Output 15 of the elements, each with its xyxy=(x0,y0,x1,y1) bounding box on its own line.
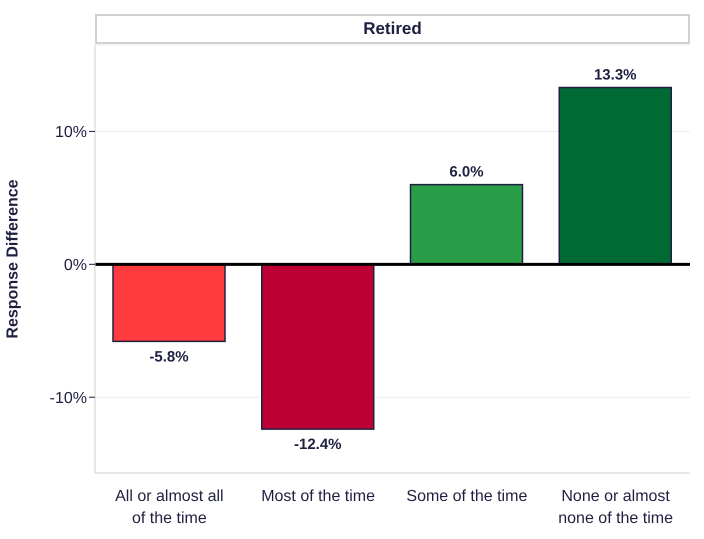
chart-title: Retired xyxy=(95,14,690,44)
y-tick-label: 10% xyxy=(54,124,87,142)
x-tick-label: Most of the time xyxy=(261,488,376,505)
x-tick-label: All or almost all of the time xyxy=(115,488,224,527)
data-label: -12.4% xyxy=(294,436,342,454)
y-axis-title: Response Difference xyxy=(4,179,22,339)
y-tick-label: 0% xyxy=(64,256,87,274)
data-label: -5.8% xyxy=(149,348,189,366)
data-label: 6.0% xyxy=(449,164,484,181)
x-tick-label: Some of the time xyxy=(406,488,528,505)
y-tick-label: -10% xyxy=(50,390,87,407)
bar xyxy=(112,264,226,342)
data-label: 13.3% xyxy=(594,66,637,84)
bar xyxy=(261,264,374,430)
x-tick-label: None or almost none of the time xyxy=(558,488,674,527)
